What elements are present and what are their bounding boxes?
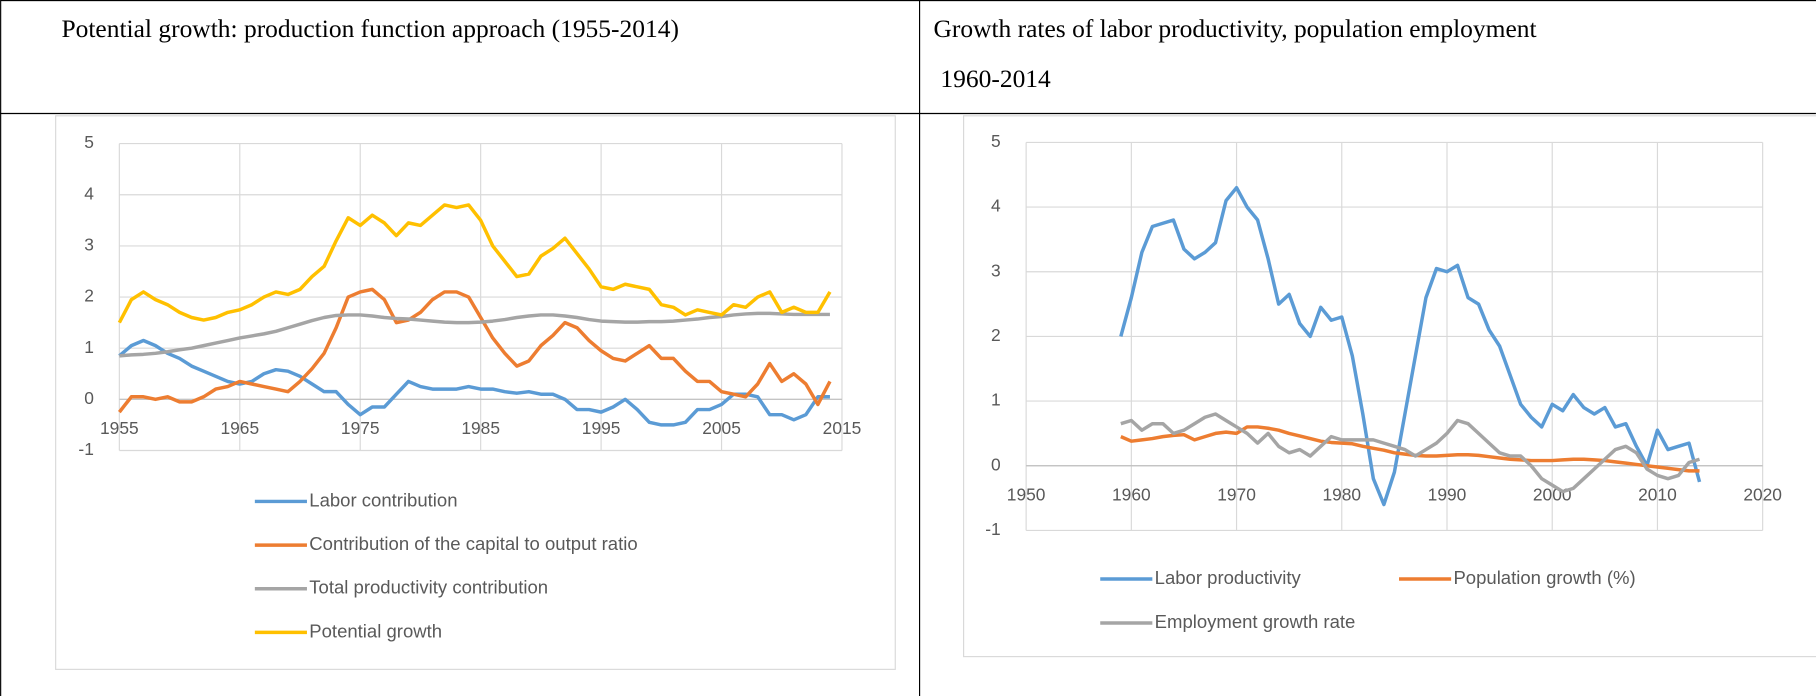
data-line	[117, 203, 832, 324]
y-tick-label: -1	[78, 439, 93, 459]
x-tick-label: 1965	[220, 418, 259, 438]
y-tick-label: 0	[991, 454, 1001, 474]
x-tick-label: 2020	[1743, 484, 1782, 504]
chart-frame	[55, 115, 896, 670]
data-line	[1120, 425, 1700, 473]
x-tick-label: 1960	[1112, 484, 1151, 504]
x-tick-label: 1975	[341, 418, 380, 438]
x-tick-label: 2005	[702, 418, 741, 438]
data-line	[1120, 412, 1701, 494]
y-tick-label: 4	[84, 183, 94, 203]
x-tick-label: 1980	[1322, 484, 1361, 504]
chart-title: Potential growth: production function ap…	[61, 14, 678, 43]
y-tick-label: 1	[991, 390, 1001, 410]
legend-label: Contribution of the capital to output ra…	[309, 533, 637, 554]
x-tick-label: 1985	[461, 418, 500, 438]
chart-subtitle: 1960-2014	[940, 64, 1051, 93]
y-tick-label: -1	[985, 519, 1000, 539]
y-tick-label: 0	[84, 388, 94, 408]
legend-label: Labor contribution	[309, 489, 457, 510]
x-tick-label: 2000	[1533, 484, 1572, 504]
x-tick-label: 1995	[582, 418, 621, 438]
data-line	[1119, 185, 1702, 507]
y-tick-label: 3	[84, 234, 94, 254]
x-tick-label: 1990	[1428, 484, 1467, 504]
legend-label: Total productivity contribution	[309, 577, 548, 598]
data-line	[118, 338, 830, 427]
legend-label: Employment growth rate	[1155, 611, 1356, 632]
data-line	[117, 287, 832, 414]
x-tick-label: 2015	[823, 418, 862, 438]
x-tick-label: 2010	[1638, 484, 1677, 504]
chart-title: Growth rates of labor productivity, popu…	[933, 14, 1536, 43]
y-tick-label: 5	[84, 132, 94, 152]
x-tick-label: 1970	[1217, 484, 1256, 504]
legend-label: Potential growth	[309, 620, 442, 641]
y-tick-label: 5	[991, 131, 1001, 151]
legend-label: Labor productivity	[1155, 567, 1302, 588]
y-tick-label: 3	[991, 260, 1001, 280]
data-line	[119, 311, 830, 358]
y-tick-label: 1	[84, 337, 94, 357]
y-tick-label: 4	[991, 196, 1001, 216]
x-tick-label: 1955	[100, 418, 139, 438]
chart-frame	[963, 115, 1816, 658]
x-tick-label: 1950	[1007, 484, 1046, 504]
y-tick-label: 2	[84, 286, 94, 306]
legend-label: Population growth (%)	[1453, 567, 1635, 588]
y-tick-label: 2	[991, 325, 1001, 345]
